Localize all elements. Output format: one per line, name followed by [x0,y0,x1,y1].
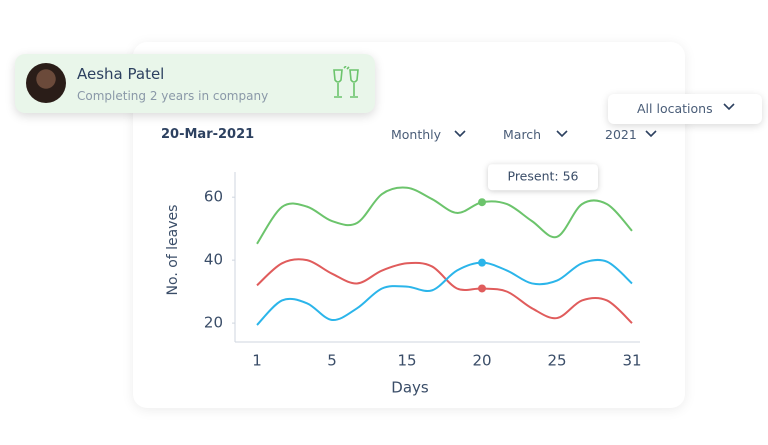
celebration-icon [333,66,359,98]
period-dropdown[interactable]: Monthly [391,127,441,142]
year: 2021 [605,127,637,142]
month-dropdown[interactable]: March [503,127,541,142]
period: Monthly [391,127,442,142]
profile-subtitle: Completing 2 years in company [77,89,269,103]
year-dropdown[interactable]: 2021 [605,127,637,142]
location-dropdown[interactable]: All locations [608,94,762,124]
location: All locations [637,101,713,116]
month: March [503,127,542,142]
profile-card: Aesha Patel Completing 2 years in compan… [15,54,375,113]
date: 20-Mar-2021 [161,127,255,142]
profile-name: Aesha Patel [77,65,165,83]
avatar [26,63,66,103]
